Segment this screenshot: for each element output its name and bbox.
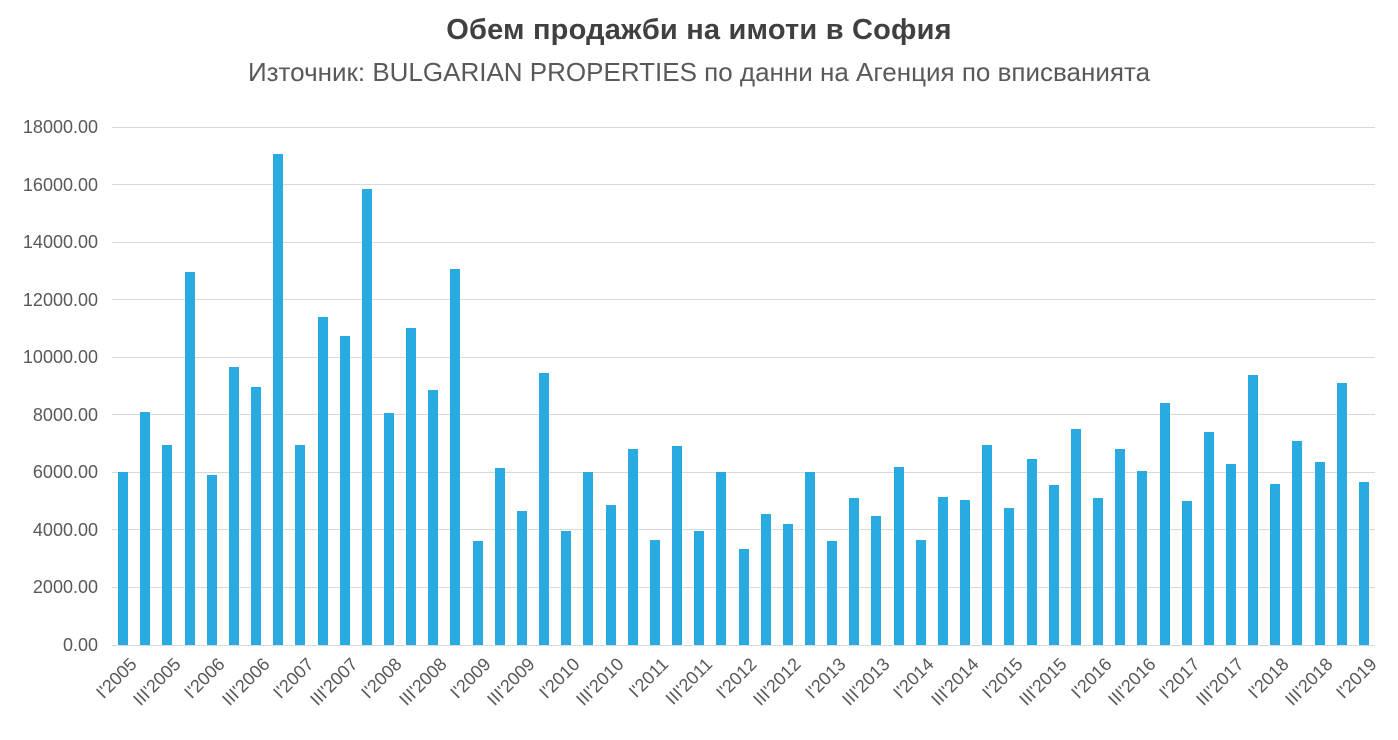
bar [982, 445, 993, 645]
bar [583, 472, 594, 645]
bar [561, 531, 572, 645]
bar [1070, 429, 1081, 645]
bar [672, 446, 683, 645]
bar [960, 499, 971, 645]
bar [450, 269, 461, 645]
bar [1115, 449, 1126, 645]
y-tick-label: 14000.00 [22, 232, 98, 253]
bar [206, 475, 217, 645]
bar [184, 272, 195, 645]
bar [472, 541, 483, 645]
bar [760, 514, 771, 645]
bar [627, 449, 638, 645]
bar [1181, 501, 1192, 645]
bar [915, 539, 926, 645]
gridline [112, 356, 1375, 358]
gridline [112, 299, 1375, 301]
chart-title: Обем продажби на имоти в София [446, 14, 952, 46]
bar [1093, 498, 1104, 645]
bar [827, 541, 838, 645]
bar [1270, 483, 1281, 645]
y-tick-label: 16000.00 [22, 174, 98, 195]
bar [1314, 462, 1325, 645]
bar [1159, 403, 1170, 645]
bar [1225, 463, 1236, 645]
bar [1358, 482, 1369, 645]
gridline [112, 126, 1375, 128]
bar [937, 496, 948, 645]
bar [516, 511, 527, 645]
plot-area [112, 126, 1375, 646]
bar [339, 335, 350, 645]
chart-subtitle: Източник: BULGARIAN PROPERTIES по данни … [247, 57, 1151, 87]
gridline [112, 471, 1375, 473]
bar [162, 445, 173, 645]
gridline [112, 241, 1375, 243]
bar [849, 498, 860, 645]
bar [1137, 470, 1148, 645]
bar [804, 472, 815, 645]
y-tick-label: 6000.00 [32, 462, 98, 483]
bar [738, 548, 749, 645]
gridline [112, 644, 1375, 646]
bar [361, 188, 372, 645]
bar [1004, 508, 1015, 645]
bar [140, 411, 151, 645]
gridline [112, 529, 1375, 531]
bar [317, 316, 328, 645]
gridline [112, 414, 1375, 416]
bar [251, 387, 262, 645]
bar [383, 413, 394, 645]
bar [649, 539, 660, 645]
bar [539, 373, 550, 645]
bar [694, 531, 705, 645]
bar [716, 472, 727, 645]
bar [295, 445, 306, 645]
y-tick-label: 4000.00 [32, 519, 98, 540]
bar [118, 472, 129, 645]
bar [428, 390, 439, 645]
y-tick-label: 12000.00 [22, 289, 98, 310]
bar [871, 515, 882, 645]
bar [1048, 485, 1059, 645]
y-tick-label: 2000.00 [32, 577, 98, 598]
y-tick-label: 8000.00 [32, 404, 98, 425]
bar [406, 328, 417, 645]
bar [605, 505, 616, 645]
bar [494, 468, 505, 645]
bar [1248, 374, 1259, 645]
bar [228, 367, 239, 645]
bar [273, 154, 284, 645]
y-tick-label: 0.00 [62, 635, 98, 655]
y-tick-label: 10000.00 [22, 347, 98, 368]
bar [1292, 440, 1303, 645]
bar [1026, 459, 1037, 645]
bar [782, 524, 793, 645]
gridline [112, 184, 1375, 186]
y-tick-label: 18000.00 [22, 117, 98, 137]
bar [893, 466, 904, 645]
bar [1336, 383, 1347, 645]
bar [1203, 432, 1214, 645]
